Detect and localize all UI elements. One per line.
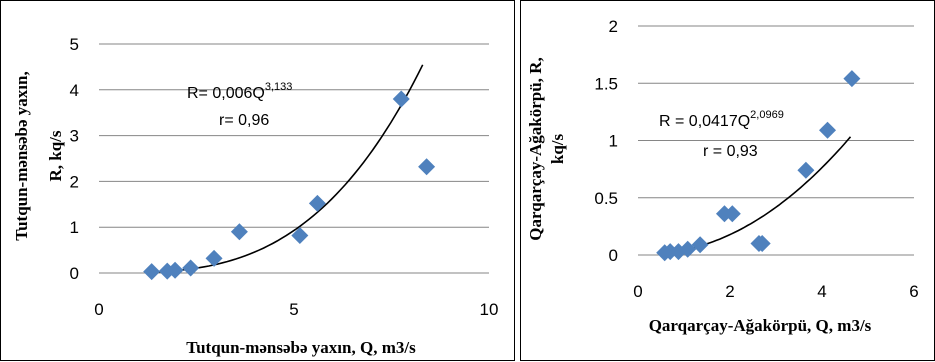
y-axis-title-line2: R, kq/s <box>46 130 65 181</box>
x-tick-labels: 0 5 10 <box>94 300 498 319</box>
y-tick-label: 0.5 <box>594 189 618 208</box>
correlation-label: r = 0,93 <box>703 143 758 160</box>
data-point <box>392 90 410 108</box>
x-axis-title: Qarqarçay-Ağakörpü, Q, m3/s <box>649 316 872 335</box>
y-tick-label: 1 <box>609 132 618 151</box>
x-tick-label: 4 <box>817 282 826 301</box>
y-tick-label: 4 <box>70 81 79 100</box>
x-tick-label: 0 <box>94 300 103 319</box>
data-point <box>691 236 709 254</box>
data-point <box>143 263 161 281</box>
gridlines <box>99 43 489 274</box>
x-tick-label: 2 <box>725 282 734 301</box>
data-points <box>143 90 436 281</box>
y-tick-label: 1.5 <box>594 74 618 93</box>
data-point <box>182 259 200 277</box>
data-point <box>819 121 837 139</box>
y-tick-label: 0 <box>70 264 79 283</box>
x-axis-title: Tutqun-mənsəbə yaxın, Q, m3/s <box>186 338 416 357</box>
gridlines <box>638 25 914 256</box>
data-point <box>843 70 861 88</box>
data-point <box>205 249 223 267</box>
y-tick-label: 1 <box>70 218 79 237</box>
data-point <box>230 223 248 241</box>
y-tick-labels: 0 1 2 3 4 5 <box>70 35 79 283</box>
x-tick-label: 6 <box>909 282 918 301</box>
trend-equation: R = 0,0417Q2,0969 <box>659 109 784 130</box>
y-tick-label: 5 <box>70 35 79 54</box>
trend-equation: R= 0,006Q3,133 <box>187 81 292 102</box>
chart-left: 0 5 10 0 1 2 3 4 5 R= 0,006Q3,133 r= 0,9… <box>12 35 498 357</box>
data-point <box>723 205 741 223</box>
x-tick-label: 0 <box>633 282 642 301</box>
y-axis-title-line2: kq/s <box>548 133 567 164</box>
y-tick-label: 3 <box>70 127 79 146</box>
data-points <box>656 70 861 262</box>
data-point <box>166 261 184 279</box>
y-tick-label: 0 <box>609 246 618 265</box>
y-tick-label: 2 <box>70 172 79 191</box>
y-tick-labels: 0 0.5 1 1.5 2 <box>594 17 618 265</box>
x-tick-label: 10 <box>480 300 499 319</box>
chart-right: 0 2 4 6 0 0.5 1 1.5 2 R = 0,0417Q2,0969 … <box>526 17 919 335</box>
y-tick-label: 2 <box>609 17 618 36</box>
data-point <box>291 226 309 244</box>
y-axis-title-line1: Qarqarçay-Ağakörpü, R, <box>526 57 545 240</box>
data-point <box>418 158 436 176</box>
chart-panel-left: 0 5 10 0 1 2 3 4 5 R= 0,006Q3,133 r= 0,9… <box>0 0 515 361</box>
data-point <box>308 194 326 212</box>
y-axis-title-line1: Tutqun-mənsəbə yaxın, <box>12 71 31 240</box>
data-point <box>797 161 815 179</box>
x-tick-label: 5 <box>289 300 298 319</box>
data-point <box>753 235 771 253</box>
correlation-label: r= 0,96 <box>219 112 269 129</box>
chart-panel-right: 0 2 4 6 0 0.5 1 1.5 2 R = 0,0417Q2,0969 … <box>520 0 935 361</box>
x-tick-labels: 0 2 4 6 <box>633 282 918 301</box>
